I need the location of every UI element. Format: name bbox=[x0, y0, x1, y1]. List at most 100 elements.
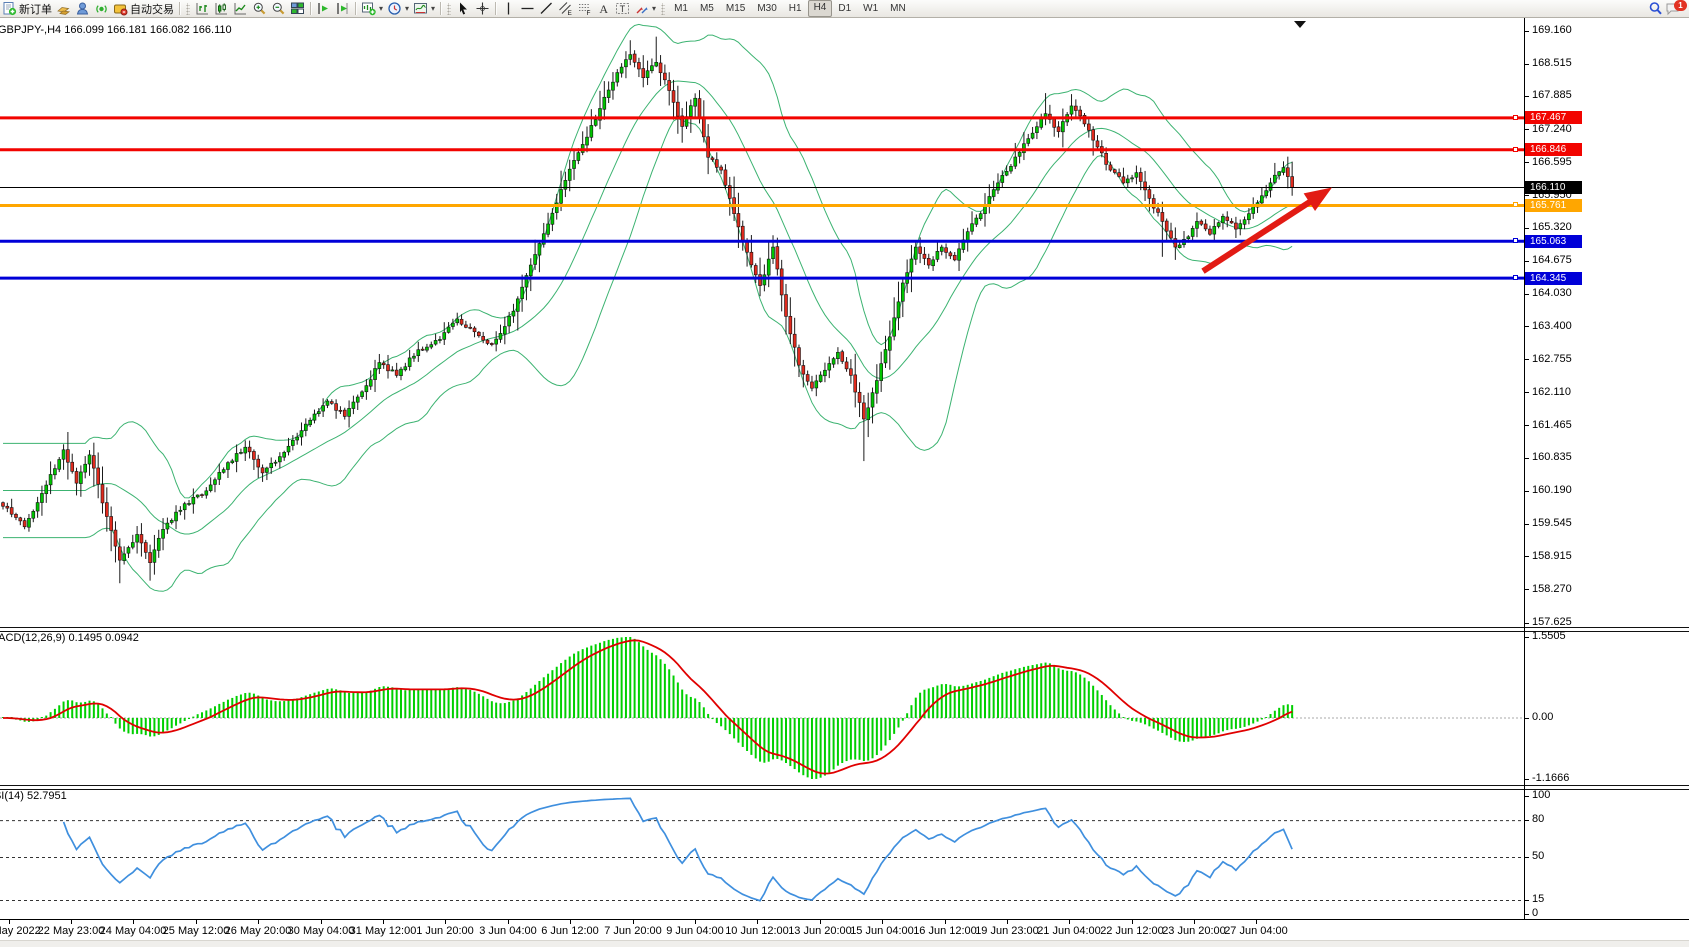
price-axis-label: 157.625 bbox=[1532, 616, 1572, 628]
search-button[interactable] bbox=[1646, 1, 1665, 17]
zoom-in-button[interactable] bbox=[250, 1, 269, 17]
timeframe-button-mn[interactable]: MN bbox=[890, 3, 906, 14]
price-chart[interactable] bbox=[0, 18, 1524, 627]
time-axis-label: 19 Jun 23:00 bbox=[975, 925, 1039, 937]
indicator-axis-tick bbox=[1525, 778, 1529, 780]
cursor-tool-button[interactable] bbox=[454, 1, 473, 17]
time-axis-tick bbox=[133, 920, 134, 924]
time-axis-label: 25 May 12:00 bbox=[162, 925, 230, 937]
time-axis-label: 10 Jun 12:00 bbox=[725, 925, 789, 937]
svg-text:A: A bbox=[599, 2, 608, 16]
svg-text:F: F bbox=[587, 10, 591, 16]
periods-button[interactable]: ▾ bbox=[385, 1, 411, 17]
toolbar: 新订单 自动交易 bbox=[0, 0, 1689, 18]
new-order-button[interactable]: 新订单 bbox=[0, 1, 54, 17]
signals-button[interactable] bbox=[92, 1, 111, 17]
navigator-button[interactable] bbox=[73, 1, 92, 17]
chart-shift-button[interactable] bbox=[333, 1, 352, 17]
price-axis-tick bbox=[1525, 129, 1529, 131]
indicator-axis-label: 1.5505 bbox=[1532, 630, 1566, 642]
market-watch-button[interactable] bbox=[54, 1, 73, 17]
timeframe-button-m1[interactable]: M1 bbox=[674, 3, 688, 14]
toolbar-separator bbox=[355, 2, 356, 15]
crosshair-tool-button[interactable] bbox=[473, 1, 492, 17]
price-axis-label: 162.110 bbox=[1532, 385, 1571, 398]
autotrade-label: 自动交易 bbox=[130, 3, 174, 16]
timeframe-button-h1[interactable]: H1 bbox=[788, 3, 802, 14]
notifications-button[interactable]: 1 bbox=[1665, 0, 1687, 17]
hline-handle[interactable] bbox=[1513, 238, 1518, 244]
price-level-badge: 166.846 bbox=[1525, 143, 1582, 157]
arrows-tool-button[interactable]: ▾ bbox=[632, 1, 658, 17]
toolbar-drag-handle[interactable] bbox=[186, 2, 190, 15]
dropdown-caret-icon: ▾ bbox=[431, 4, 436, 13]
window-bottom-strip bbox=[0, 940, 1689, 947]
timeframe-button-w1[interactable]: W1 bbox=[863, 3, 879, 14]
time-axis-label: 31 May 12:00 bbox=[349, 925, 417, 937]
grid-tool-button[interactable]: F bbox=[575, 1, 594, 17]
grid-icon: F bbox=[579, 4, 591, 16]
price-axis-tick bbox=[1525, 63, 1529, 65]
time-axis-label: 21 Jun 04:00 bbox=[1037, 925, 1101, 937]
timeframe-button-m5[interactable]: M5 bbox=[699, 3, 714, 14]
macd-panel-chart[interactable] bbox=[0, 630, 1524, 785]
time-axis-tick bbox=[508, 920, 509, 924]
toolbar-drag-handle[interactable] bbox=[661, 2, 666, 15]
signal-icon bbox=[96, 5, 107, 13]
bar-chart-mode-button[interactable] bbox=[193, 1, 212, 17]
line-chart-mode-button[interactable] bbox=[231, 1, 250, 17]
hline-handle[interactable] bbox=[1513, 114, 1518, 120]
panel-separator[interactable] bbox=[0, 785, 1689, 790]
notification-badge: 1 bbox=[1674, 0, 1687, 11]
new-chart-icon bbox=[362, 2, 376, 16]
indicator-axis-label: -1.1666 bbox=[1532, 772, 1570, 784]
timeframe-button-m30[interactable]: M30 bbox=[757, 3, 777, 14]
hline-handle[interactable] bbox=[1513, 202, 1518, 208]
price-axis-tick bbox=[1525, 523, 1529, 525]
text-tool-button[interactable]: A bbox=[594, 1, 613, 17]
candle-chart-mode-button[interactable] bbox=[212, 1, 231, 17]
trendline-tool-button[interactable] bbox=[537, 1, 556, 17]
candlestick-icon bbox=[215, 3, 227, 15]
toolbar-separator bbox=[495, 2, 497, 15]
toolbar-drag-handle[interactable] bbox=[447, 2, 452, 15]
indicator-axis-label: 0.00 bbox=[1532, 711, 1554, 723]
horizontal-line-tool-button[interactable] bbox=[518, 1, 537, 17]
text-label-icon: T bbox=[616, 3, 630, 14]
hline-handle[interactable] bbox=[1513, 275, 1518, 281]
hline-handle[interactable] bbox=[1513, 146, 1518, 152]
indicator-axis-tick bbox=[1525, 913, 1529, 915]
price-axis-tick bbox=[1525, 95, 1529, 97]
timeframe-button-m15[interactable]: M15 bbox=[725, 3, 746, 14]
templates-button[interactable]: ▾ bbox=[411, 1, 437, 17]
time-axis-label: 23 Jun 20:00 bbox=[1162, 925, 1226, 937]
timeframe-button-h4[interactable]: H4 bbox=[807, 0, 833, 17]
time-axis-label: 20 May 2022 bbox=[0, 925, 41, 937]
timeframe-button-d1[interactable]: D1 bbox=[838, 3, 852, 14]
svg-text:E: E bbox=[568, 10, 573, 16]
indicator-axis-tick bbox=[1525, 899, 1529, 901]
panel-separator[interactable] bbox=[0, 627, 1689, 632]
rsi-panel-chart[interactable] bbox=[0, 788, 1524, 919]
text-label-tool-button[interactable]: T bbox=[613, 1, 632, 17]
autotrade-button[interactable]: 自动交易 bbox=[111, 1, 176, 17]
zoom-out-button[interactable] bbox=[269, 1, 288, 17]
dropdown-caret-icon: ▾ bbox=[379, 4, 384, 13]
toolbar-right-group: 1 bbox=[1646, 0, 1689, 17]
time-axis-label: 22 May 23:00 bbox=[37, 925, 105, 937]
price-level-badge: 165.063 bbox=[1525, 234, 1582, 248]
vertical-line-tool-button[interactable] bbox=[499, 1, 518, 17]
new-chart-button[interactable]: ▾ bbox=[359, 1, 385, 17]
auto-scroll-button[interactable] bbox=[314, 1, 333, 17]
timeframe-group: M1 M5 M15 M30 H1 H4 D1 W1 MN bbox=[668, 0, 912, 17]
dropdown-caret-icon: ▾ bbox=[652, 4, 657, 13]
time-axis-label: 27 Jun 04:00 bbox=[1224, 925, 1288, 937]
fibonacci-tool-button[interactable]: E bbox=[556, 1, 575, 17]
bar-chart-icon bbox=[196, 3, 208, 15]
time-axis-label: 7 Jun 20:00 bbox=[604, 925, 662, 937]
indicator-axis-tick bbox=[1525, 636, 1529, 638]
tile-windows-button[interactable] bbox=[288, 1, 307, 17]
time-axis-tick bbox=[258, 920, 259, 924]
price-axis-tick bbox=[1525, 490, 1529, 492]
